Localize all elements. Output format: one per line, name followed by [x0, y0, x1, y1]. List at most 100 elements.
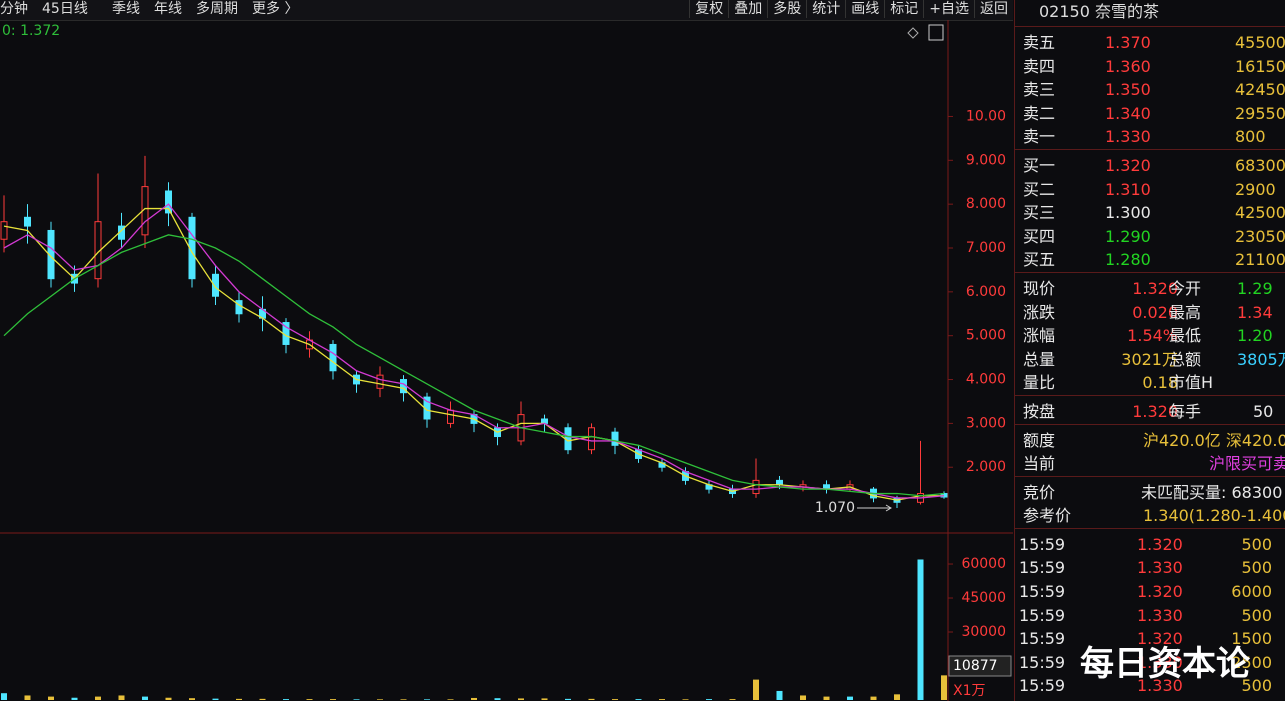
toolbar-item[interactable]: +自选 — [923, 0, 974, 18]
volume-bar — [941, 675, 947, 700]
y-tick-label: 9.000 — [966, 152, 1006, 168]
volume-bar — [823, 696, 830, 700]
trade-time: 15:59 — [1019, 605, 1066, 625]
stat-label: 量比 — [1023, 373, 1056, 393]
volume-bar — [48, 696, 54, 700]
volume-bar — [541, 698, 548, 700]
toolbar-item[interactable]: 多股 — [767, 0, 806, 18]
trade-qty: 1500 — [1231, 629, 1272, 649]
candle-body — [329, 343, 337, 372]
stat-value: 0.18 — [1142, 373, 1178, 393]
toolbar-item[interactable]: 标记 — [884, 0, 923, 18]
stat-value: 1.320 — [1132, 401, 1178, 421]
volume-bar — [800, 695, 806, 700]
stat-value: 1.20 — [1237, 326, 1273, 346]
stat-value: 1.320 — [1132, 278, 1178, 298]
book-level: 买四 — [1023, 226, 1056, 246]
toolbar-item[interactable]: 季线 — [112, 1, 140, 17]
toolbar-item[interactable]: 返回 — [974, 0, 1013, 18]
book-level: 卖一 — [1023, 127, 1056, 147]
toolbar-item[interactable]: 复权 — [689, 0, 728, 18]
trade-price: 1.330 — [1137, 558, 1183, 578]
volume-bar — [330, 699, 336, 700]
trade-price: 1.330 — [1137, 652, 1183, 672]
panel-icon[interactable] — [928, 24, 944, 41]
stat-value: 1.54% — [1127, 326, 1178, 346]
book-qty: 29550 — [1235, 103, 1285, 123]
book-price: 1.300 — [1105, 203, 1151, 223]
toolbar-item[interactable]: 年线 — [154, 1, 182, 17]
trade-qty: 500 — [1241, 534, 1272, 554]
toolbar-item[interactable]: 画线 — [845, 0, 884, 18]
trade-time: 15:59 — [1019, 652, 1066, 672]
stat-value: 1.29 — [1237, 278, 1273, 298]
book-qty: 2900 — [1235, 179, 1276, 199]
volume-bar — [189, 698, 195, 700]
volume-bar — [494, 698, 501, 700]
trade-price: 1.320 — [1137, 629, 1183, 649]
book-level: 卖四 — [1023, 56, 1056, 76]
book-price: 1.290 — [1105, 226, 1151, 246]
stat-value: 3805万 — [1237, 349, 1285, 369]
toolbar-item[interactable]: 分钟 — [0, 1, 28, 17]
stat-row: 涨幅 1.54% 最低 1.20 — [1015, 324, 1285, 348]
stat-label: 总量 — [1023, 349, 1056, 369]
trade-time: 15:59 — [1019, 676, 1066, 696]
book-level: 卖三 — [1023, 80, 1056, 100]
candle-body — [376, 374, 384, 389]
candle-body — [24, 216, 31, 227]
stat-label: 每手 — [1169, 401, 1202, 421]
stat-row: 量比 0.18 市值H — [1015, 371, 1285, 395]
volume-bar — [212, 698, 219, 700]
diamond-icon[interactable] — [907, 27, 919, 39]
info-value: 1.340(1.280-1.400 — [1143, 506, 1285, 526]
book-row: 卖三 1.350 42450 — [1015, 78, 1285, 102]
stat-label: 今开 — [1169, 278, 1202, 298]
toolbar-item[interactable]: 统计 — [806, 0, 845, 18]
trade-row: 15:59 1.320 1500 — [1015, 627, 1285, 651]
book-row: 卖四 1.360 16150 — [1015, 55, 1285, 79]
volume-bar — [588, 698, 595, 700]
book-row: 买四 1.290 23050 — [1015, 225, 1285, 249]
toolbar-item[interactable]: 多周期 — [196, 1, 238, 17]
y-tick-label: 30000 — [961, 624, 1006, 640]
info-row: 竞价 未匹配买量: 68300 — [1015, 481, 1285, 505]
book-price: 1.370 — [1105, 33, 1151, 52]
info-row: 额度 沪420.0亿 深420.0亿 — [1015, 429, 1285, 453]
volume-bar — [659, 699, 665, 700]
stat-row: 按盘 1.320 每手 50 — [1015, 400, 1285, 424]
volume-bar — [847, 696, 853, 700]
volume-bar — [471, 697, 477, 700]
candle-body — [776, 479, 783, 486]
candle-body — [752, 479, 760, 495]
toolbar-item[interactable]: 更多 〉 — [252, 1, 299, 17]
book-price: 1.360 — [1105, 56, 1151, 76]
stat-value: 3021万 — [1121, 349, 1178, 369]
chart: 0: 1.372 10.00 9.000 8.000 7.000 6.000 5.000 4… — [0, 20, 1013, 701]
volume-bar — [612, 699, 618, 700]
volume-bar — [917, 559, 924, 700]
y-tick-label: 5.000 — [966, 328, 1006, 344]
book-qty: 42450 — [1235, 80, 1285, 100]
y-tick-label: 3.000 — [966, 415, 1006, 431]
volume-bar — [776, 690, 783, 700]
y-tick-label: 10.00 — [966, 108, 1006, 124]
book-qty: 23050 — [1235, 226, 1285, 246]
y-tick-label: 60000 — [961, 556, 1006, 572]
candle-body — [611, 431, 619, 446]
volume-bar — [353, 699, 360, 700]
trade-row: 15:59 1.320 500 — [1015, 533, 1285, 557]
toolbar-item[interactable]: 叠加 — [728, 0, 767, 18]
volume-bar — [1, 693, 7, 700]
volume-bar — [71, 697, 78, 700]
current-volume: 10877 — [953, 658, 998, 674]
trade-row: 15:59 1.330 500 — [1015, 556, 1285, 580]
trade-price: 1.330 — [1137, 605, 1183, 625]
candle-body — [0, 221, 8, 240]
trade-price: 1.330 — [1137, 676, 1183, 696]
info-label: 额度 — [1023, 430, 1056, 450]
stat-value: 50 — [1253, 401, 1274, 421]
book-price: 1.350 — [1105, 80, 1151, 100]
toolbar-item[interactable]: 45日线 — [42, 1, 88, 17]
unit-label: X1万 — [953, 683, 986, 699]
